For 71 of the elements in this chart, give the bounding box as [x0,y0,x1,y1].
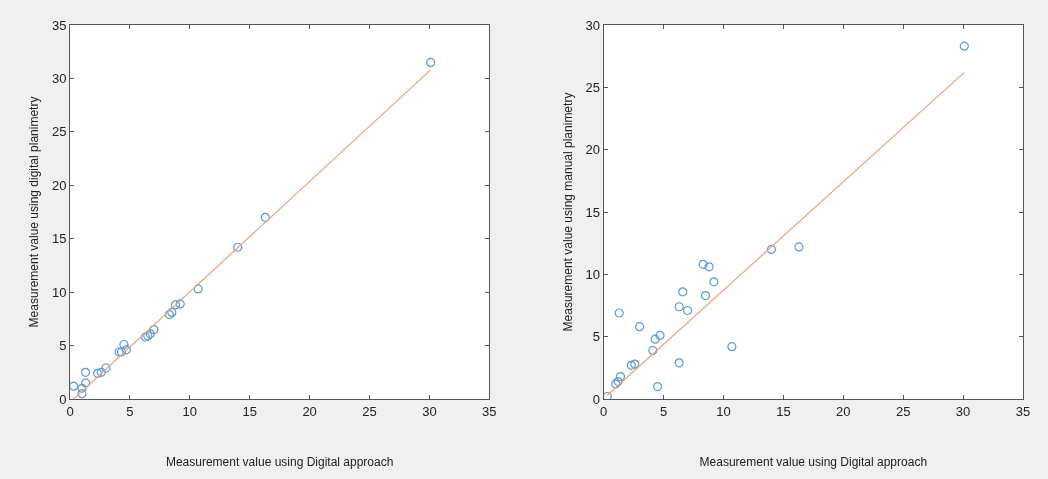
point [77,383,87,393]
point [193,284,203,294]
y-tick-label: 20 [51,177,67,193]
point [674,302,684,312]
point [101,363,111,373]
point [959,41,969,51]
point [674,358,684,368]
y-tick-label: 5 [592,329,601,345]
x-tick-label: 35 [1015,403,1031,419]
point [121,345,131,355]
y-tick-label: 0 [592,391,601,407]
y-axis-title: Measurement value using digital planimetry [27,96,42,328]
point [655,330,665,341]
point [635,322,645,332]
point [700,290,711,301]
point [233,242,243,252]
y-tick-label: 25 [585,79,601,95]
point [119,339,129,350]
y-tick-label: 30 [585,17,601,33]
point [626,360,636,370]
y-axis-title: Measurement value using manual planimetry [560,92,575,332]
x-tick-label: 20 [836,403,851,419]
point [92,368,103,378]
point [630,359,640,369]
x-tick-label: 30 [955,403,971,419]
point [170,300,181,310]
x-tick-label: 25 [895,403,911,419]
point [80,378,91,388]
point [678,287,688,297]
x-axis-title: Measurement value using Digital approach [165,455,394,470]
x-tick-label: 10 [182,403,198,419]
point [175,299,185,309]
point [614,308,624,318]
point [70,381,79,391]
y-tick-label: 0 [59,391,67,407]
y-tick-label: 5 [59,338,67,354]
point [652,381,663,392]
point [766,244,777,254]
point [648,345,658,355]
y-tick-label: 30 [51,70,67,86]
x-tick-label: 30 [422,403,437,419]
point [615,371,626,382]
point [80,367,91,377]
x-tick-label: 35 [482,403,497,419]
point [260,212,270,222]
point [727,342,737,352]
y-tick-label: 15 [585,204,601,220]
point [709,277,719,287]
point [682,305,693,316]
point [96,367,106,377]
y-tick-label: 25 [51,124,67,140]
x-tick-label: 20 [302,403,317,419]
point [650,334,660,344]
y-tick-label: 20 [585,142,601,158]
x-axis-title: Measurement value using Digital approach [699,455,928,470]
y-tick-label: 35 [51,17,67,33]
point [698,259,708,269]
x-tick-label: 15 [776,403,791,419]
x-tick-label: 5 [126,403,134,419]
x-tick-label: 5 [659,403,668,419]
point [426,57,436,67]
point [77,389,87,399]
y-tick-label: 10 [51,284,67,300]
x-tick-label: 25 [362,403,377,419]
y-tick-label: 15 [51,231,67,247]
point [704,262,714,272]
point [794,242,804,252]
y-tick-label: 10 [585,266,601,282]
x-tick-label: 15 [242,403,257,419]
point [149,324,159,335]
x-tick-label: 10 [716,403,731,419]
